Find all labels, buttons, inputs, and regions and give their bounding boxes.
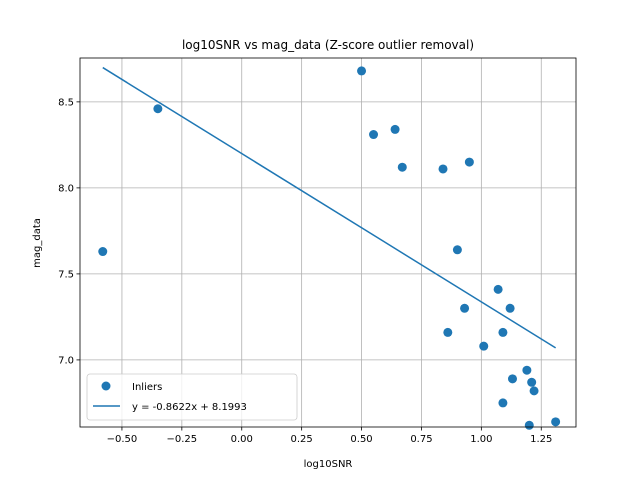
data-point — [493, 284, 503, 294]
x-tick-label: 0.50 — [350, 434, 372, 445]
scatter-points — [98, 66, 561, 430]
y-tick-label: 8.5 — [58, 97, 74, 108]
data-point — [452, 245, 462, 255]
data-point — [460, 303, 470, 313]
x-tick-label: 1.00 — [470, 434, 492, 445]
data-point — [522, 365, 532, 375]
data-point — [508, 374, 518, 384]
data-point — [479, 341, 489, 351]
data-point — [357, 66, 367, 76]
y-axis-label: mag_data — [32, 218, 43, 268]
data-point — [529, 386, 539, 396]
legend-label-fit: y = -0.8622x + 8.1993 — [132, 402, 247, 413]
legend-marker-inliers — [101, 381, 111, 391]
x-tick-label: −0.25 — [167, 434, 198, 445]
data-point — [390, 124, 400, 134]
regression-line-layer — [102, 66, 557, 349]
x-axis-ticks: −0.50 −0.25 0.00 0.25 0.50 0.75 1.00 1.25 — [107, 427, 552, 445]
data-point — [369, 130, 379, 140]
data-point — [527, 377, 537, 387]
data-point — [98, 247, 108, 257]
data-point — [498, 398, 508, 408]
legend: Inliers y = -0.8622x + 8.1993 — [86, 373, 298, 421]
legend-box — [86, 373, 298, 421]
regression-line — [102, 66, 557, 349]
chart-title: log10SNR vs mag_data (Z-score outlier re… — [182, 38, 474, 52]
data-point — [551, 417, 561, 427]
y-tick-label: 7.5 — [58, 269, 74, 280]
data-point — [524, 420, 534, 430]
x-axis-label: log10SNR — [304, 459, 353, 470]
plot-area-frame — [79, 57, 577, 428]
grid-lines — [80, 58, 576, 427]
y-axis-ticks: 7.0 7.5 8.0 8.5 — [58, 97, 80, 366]
x-tick-label: 1.25 — [530, 434, 552, 445]
data-point — [443, 327, 453, 337]
data-point — [464, 157, 474, 167]
y-tick-label: 7.0 — [58, 355, 74, 366]
data-point — [397, 162, 407, 172]
x-tick-label: 0.25 — [291, 434, 313, 445]
y-tick-label: 8.0 — [58, 183, 74, 194]
data-point — [505, 303, 515, 313]
data-point — [438, 164, 448, 174]
x-tick-label: 0.00 — [231, 434, 253, 445]
legend-label-inliers: Inliers — [132, 382, 162, 393]
data-point — [153, 104, 163, 114]
x-tick-label: −0.50 — [107, 434, 138, 445]
data-point — [498, 327, 508, 337]
x-tick-label: 0.75 — [410, 434, 432, 445]
